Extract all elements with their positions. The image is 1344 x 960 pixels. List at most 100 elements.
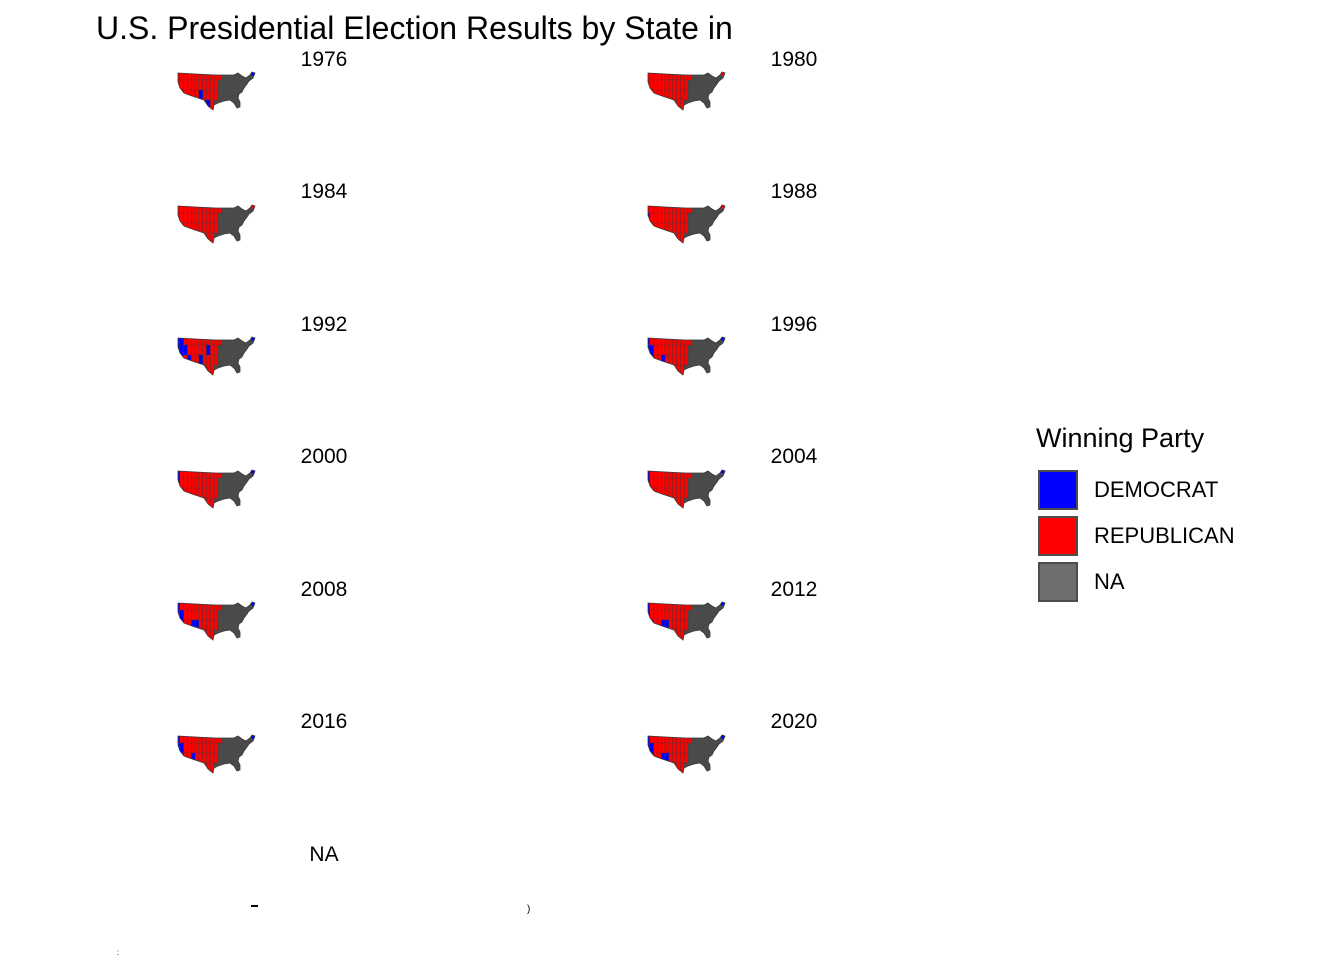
state-cell (187, 762, 192, 773)
legend-label-na: NA (1094, 569, 1125, 594)
state-cell (683, 477, 689, 489)
state-cell (668, 79, 674, 91)
state-cell (683, 752, 689, 764)
state-cell (183, 222, 188, 234)
state-cell (198, 602, 204, 611)
state-cell (206, 619, 211, 631)
state-cell (653, 364, 658, 375)
state-cell (672, 337, 677, 346)
state-cell (668, 762, 674, 773)
panel-label-1984: 1984 (300, 180, 348, 203)
state-cell (191, 354, 196, 366)
state-cell (202, 89, 207, 101)
state-cell (680, 619, 685, 631)
state-cell (649, 762, 655, 773)
state-cell (191, 735, 196, 744)
state-cell (213, 222, 219, 234)
us-border-2004 (647, 469, 726, 509)
state-cell (183, 212, 188, 224)
state-cell (683, 487, 689, 499)
state-cell (653, 629, 658, 640)
state-cell (683, 619, 689, 631)
state-cell (661, 735, 666, 744)
state-cell (664, 752, 670, 764)
state-cell (648, 762, 651, 773)
state-cell (657, 470, 662, 479)
state-cell (183, 337, 188, 346)
us-border-1976 (177, 71, 256, 111)
state-cell (187, 337, 192, 346)
state-cell (672, 72, 677, 81)
state-cell (664, 99, 670, 110)
state-cell (672, 212, 677, 224)
legend-item-republican: REPUBLICAN (1036, 513, 1235, 559)
state-cell (213, 354, 219, 366)
state-cell (198, 99, 204, 110)
state-cell (676, 602, 681, 611)
state-cell (202, 742, 207, 754)
state-cell (661, 212, 666, 224)
state-cell (676, 735, 681, 744)
state-cell (194, 205, 200, 214)
state-cell (191, 99, 196, 110)
state-cell (657, 364, 662, 375)
state-cell (202, 337, 207, 346)
state-cell (210, 89, 215, 101)
state-cell (183, 629, 188, 640)
state-cell (198, 609, 204, 621)
state-cell (202, 735, 207, 744)
state-cell (680, 212, 685, 224)
state-cell (657, 602, 662, 611)
state-cell (653, 337, 658, 346)
state-cell (206, 602, 211, 611)
state-cell (187, 205, 192, 214)
state-cell (672, 79, 677, 91)
state-cell (179, 497, 185, 508)
state-cell (202, 354, 207, 366)
state-cell (210, 609, 215, 621)
state-cell (202, 222, 207, 234)
state-cell (194, 354, 200, 366)
state-cell (664, 79, 670, 91)
state-cell (187, 79, 192, 91)
state-cell (676, 89, 681, 101)
us-border-2020 (647, 734, 726, 774)
state-cell (183, 742, 188, 754)
state-cell (664, 337, 670, 346)
state-cell (198, 470, 204, 479)
state-cell (194, 742, 200, 754)
state-cell (664, 72, 670, 81)
state-cell (194, 609, 200, 621)
state-cell (676, 609, 681, 621)
state-cell (661, 89, 666, 101)
state-cell (198, 742, 204, 754)
state-cell (183, 497, 188, 508)
state-cell (661, 752, 666, 764)
state-cell (210, 477, 215, 489)
state-cell (657, 344, 662, 356)
state-cell (183, 344, 188, 356)
state-cell (187, 344, 192, 356)
na-panel-artifact-paren: ) (527, 904, 531, 915)
state-cell (194, 629, 200, 640)
state-cell (657, 232, 662, 243)
us-border-1992 (177, 336, 256, 376)
state-cell (194, 232, 200, 243)
state-cell (183, 487, 188, 499)
state-cell (668, 470, 674, 479)
state-cell (194, 735, 200, 744)
state-cell (680, 354, 685, 366)
us-map-2020 (647, 734, 726, 774)
state-cell (664, 344, 670, 356)
state-cell (657, 629, 662, 640)
state-cell (179, 337, 185, 346)
state-cell (653, 602, 658, 611)
state-cell (191, 72, 196, 81)
state-cell (187, 602, 192, 611)
state-cell (668, 735, 674, 744)
state-cell (661, 470, 666, 479)
state-cell (198, 497, 204, 508)
state-cell (653, 470, 658, 479)
state-cell (194, 89, 200, 101)
us-map-1996 (647, 336, 726, 376)
